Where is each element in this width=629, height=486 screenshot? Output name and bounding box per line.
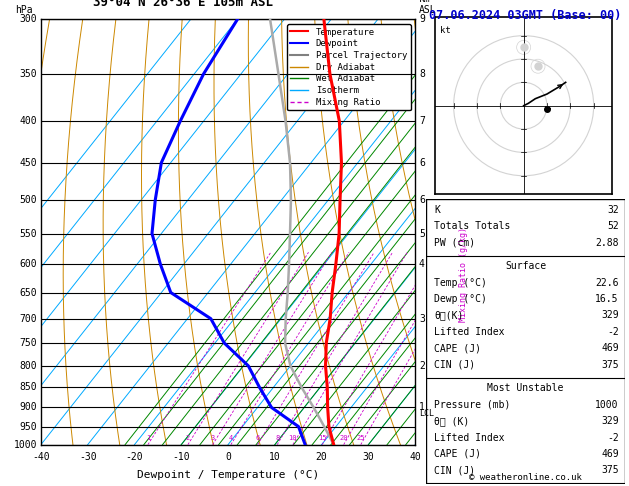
Text: K: K — [435, 205, 440, 215]
Text: -2: -2 — [607, 433, 619, 443]
Text: 9: 9 — [419, 15, 425, 24]
Text: 5: 5 — [419, 228, 425, 239]
Text: 2: 2 — [419, 361, 425, 371]
Text: 15: 15 — [318, 435, 326, 441]
Text: Mixing Ratio (g/kg): Mixing Ratio (g/kg) — [459, 227, 469, 322]
Text: 20: 20 — [316, 452, 328, 462]
Text: km
ASL: km ASL — [419, 0, 437, 15]
Text: Surface: Surface — [505, 261, 546, 271]
Text: PW (cm): PW (cm) — [435, 238, 476, 248]
Text: 3: 3 — [211, 435, 214, 441]
Text: Dewpoint / Temperature (°C): Dewpoint / Temperature (°C) — [137, 470, 319, 480]
Text: 1: 1 — [419, 402, 425, 413]
Text: Lifted Index: Lifted Index — [435, 327, 505, 337]
Text: 3: 3 — [419, 313, 425, 324]
Text: Lifted Index: Lifted Index — [435, 433, 505, 443]
Text: CAPE (J): CAPE (J) — [435, 344, 481, 353]
Text: -10: -10 — [172, 452, 190, 462]
Text: 8: 8 — [275, 435, 279, 441]
Text: hPa: hPa — [14, 5, 32, 15]
Text: 469: 469 — [601, 449, 619, 459]
Text: 950: 950 — [19, 421, 37, 432]
Text: -2: -2 — [607, 327, 619, 337]
Text: 469: 469 — [601, 344, 619, 353]
Text: 800: 800 — [19, 361, 37, 371]
Text: 900: 900 — [19, 402, 37, 413]
Text: Most Unstable: Most Unstable — [487, 383, 564, 393]
Text: © weatheronline.co.uk: © weatheronline.co.uk — [469, 473, 582, 482]
Legend: Temperature, Dewpoint, Parcel Trajectory, Dry Adiabat, Wet Adiabat, Isotherm, Mi: Temperature, Dewpoint, Parcel Trajectory… — [287, 24, 411, 110]
Text: 850: 850 — [19, 382, 37, 392]
Text: CIN (J): CIN (J) — [435, 360, 476, 370]
Text: 500: 500 — [19, 195, 37, 205]
Text: 2.88: 2.88 — [595, 238, 619, 248]
Text: 550: 550 — [19, 228, 37, 239]
Text: 1000: 1000 — [14, 440, 37, 450]
Text: 450: 450 — [19, 157, 37, 168]
Text: -40: -40 — [32, 452, 50, 462]
Text: 600: 600 — [19, 259, 37, 269]
Text: 4: 4 — [419, 259, 425, 269]
Text: 07.06.2024 03GMT (Base: 00): 07.06.2024 03GMT (Base: 00) — [429, 9, 621, 22]
Text: 20: 20 — [340, 435, 348, 441]
Text: 375: 375 — [601, 360, 619, 370]
Text: Totals Totals: Totals Totals — [435, 222, 511, 231]
Text: 329: 329 — [601, 416, 619, 426]
Text: 375: 375 — [601, 466, 619, 475]
Text: -30: -30 — [79, 452, 96, 462]
Text: 4: 4 — [229, 435, 233, 441]
Text: CAPE (J): CAPE (J) — [435, 449, 481, 459]
Text: Dewp (°C): Dewp (°C) — [435, 294, 487, 304]
Text: 2: 2 — [186, 435, 190, 441]
Text: 650: 650 — [19, 288, 37, 297]
Text: 8: 8 — [419, 69, 425, 79]
Text: 7: 7 — [419, 116, 425, 126]
Text: 0: 0 — [225, 452, 231, 462]
Text: 1: 1 — [146, 435, 150, 441]
Text: -20: -20 — [126, 452, 143, 462]
Text: 750: 750 — [19, 338, 37, 348]
Text: 10: 10 — [289, 435, 297, 441]
Text: CIN (J): CIN (J) — [435, 466, 476, 475]
Text: 350: 350 — [19, 69, 37, 79]
Text: 329: 329 — [601, 311, 619, 320]
Text: 30: 30 — [362, 452, 374, 462]
Text: 39°04'N 26°36'E 105m ASL: 39°04'N 26°36'E 105m ASL — [93, 0, 273, 9]
Text: 32: 32 — [607, 205, 619, 215]
Text: 300: 300 — [19, 15, 37, 24]
Text: 6: 6 — [255, 435, 260, 441]
Text: Pressure (mb): Pressure (mb) — [435, 399, 511, 410]
Text: θᴀ(K): θᴀ(K) — [435, 311, 464, 320]
Text: kt: kt — [440, 26, 450, 35]
Text: LCL: LCL — [419, 409, 434, 418]
Text: 52: 52 — [607, 222, 619, 231]
Text: 40: 40 — [409, 452, 421, 462]
Text: 25: 25 — [357, 435, 365, 441]
Text: θᴇ (K): θᴇ (K) — [435, 416, 470, 426]
Text: 400: 400 — [19, 116, 37, 126]
Text: 16.5: 16.5 — [595, 294, 619, 304]
Text: 1000: 1000 — [595, 399, 619, 410]
Text: 22.6: 22.6 — [595, 278, 619, 288]
Text: 6: 6 — [419, 157, 425, 168]
Text: 6: 6 — [419, 195, 425, 205]
Text: 700: 700 — [19, 313, 37, 324]
Text: Temp (°C): Temp (°C) — [435, 278, 487, 288]
Text: 10: 10 — [269, 452, 281, 462]
